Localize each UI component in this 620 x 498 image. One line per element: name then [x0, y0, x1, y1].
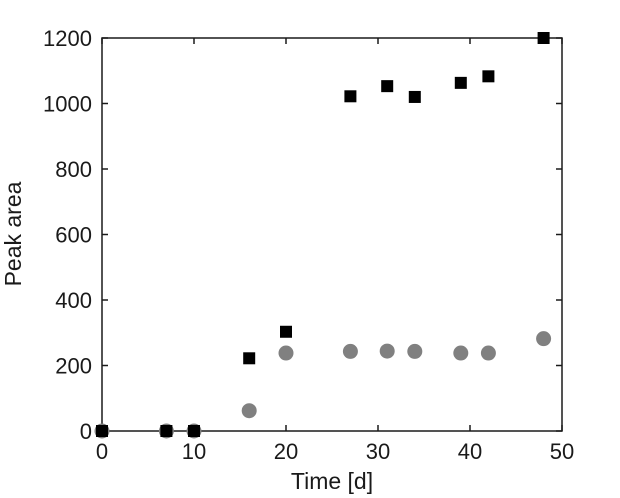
x-tick-label: 10 [182, 439, 206, 464]
y-tick-label: 800 [55, 157, 92, 182]
square-point [280, 325, 292, 338]
square-point [454, 76, 467, 89]
axis-tick-labels: 0 10 20 30 40 50 0 200 400 600 800 1000 1200 [43, 26, 574, 464]
circle-point [480, 345, 496, 361]
y-tick-label: 400 [55, 288, 92, 313]
x-tick-label: 40 [458, 439, 482, 464]
circle-point [453, 345, 469, 361]
square-point [408, 90, 421, 103]
square-point [188, 425, 200, 437]
y-tick-label: 1000 [43, 92, 92, 117]
square-point [381, 80, 394, 93]
y-tick-label: 1200 [43, 26, 92, 51]
axis-ticks [101, 37, 563, 432]
square-point [537, 32, 550, 44]
x-tick-label: 0 [96, 439, 108, 464]
y-axis-title: Peak area [0, 181, 26, 286]
square-point [344, 90, 357, 103]
y-tick-label: 0 [80, 419, 92, 444]
y-tick-label: 200 [55, 354, 92, 379]
circle-point [379, 343, 395, 359]
square-point [160, 425, 173, 437]
square-point [96, 425, 108, 437]
square-point [243, 352, 256, 365]
circle-point [536, 331, 552, 347]
circle-point [407, 343, 423, 359]
x-tick-label: 20 [274, 439, 298, 464]
x-tick-label: 50 [550, 439, 574, 464]
data-marks [94, 32, 552, 439]
plot-frame [101, 37, 563, 432]
circle-point [342, 343, 358, 359]
circle-point [241, 403, 257, 419]
x-tick-label: 30 [366, 439, 390, 464]
x-axis-title: Time [d] [291, 468, 373, 494]
circle-point [278, 345, 294, 361]
square-point [482, 70, 495, 83]
y-tick-label: 600 [55, 223, 92, 248]
